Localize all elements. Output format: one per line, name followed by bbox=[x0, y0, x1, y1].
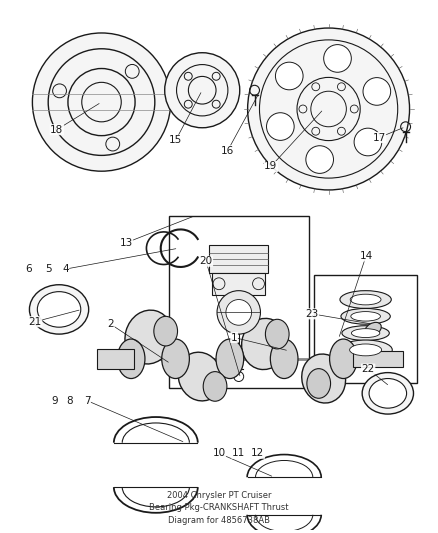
Text: 10: 10 bbox=[212, 448, 226, 458]
Ellipse shape bbox=[37, 292, 81, 327]
Ellipse shape bbox=[270, 339, 298, 378]
Bar bbox=[353, 351, 403, 367]
Text: 18: 18 bbox=[50, 125, 64, 135]
Bar bbox=[212, 273, 265, 295]
Text: 2: 2 bbox=[108, 319, 114, 329]
Text: 16: 16 bbox=[221, 146, 234, 156]
Ellipse shape bbox=[369, 378, 406, 408]
Text: 2004 Chrysler PT Cruiser
Bearing Pkg-CRANKSHAFT Thrust
Diagram for 4856738AB: 2004 Chrysler PT Cruiser Bearing Pkg-CRA… bbox=[149, 491, 289, 525]
Circle shape bbox=[354, 128, 382, 156]
Text: 8: 8 bbox=[67, 395, 73, 406]
Ellipse shape bbox=[351, 329, 380, 337]
Ellipse shape bbox=[362, 373, 413, 414]
Ellipse shape bbox=[302, 354, 346, 403]
Ellipse shape bbox=[329, 339, 357, 378]
Text: 20: 20 bbox=[199, 256, 212, 266]
Circle shape bbox=[32, 33, 171, 171]
Text: 12: 12 bbox=[251, 448, 265, 458]
Ellipse shape bbox=[117, 339, 145, 378]
Bar bbox=[209, 245, 268, 273]
Text: 13: 13 bbox=[120, 238, 133, 248]
Ellipse shape bbox=[178, 352, 223, 401]
Circle shape bbox=[226, 300, 251, 325]
Ellipse shape bbox=[29, 285, 88, 334]
Ellipse shape bbox=[242, 318, 287, 369]
Ellipse shape bbox=[340, 290, 391, 309]
Text: 1: 1 bbox=[231, 333, 237, 343]
Text: 17: 17 bbox=[372, 133, 385, 142]
Text: 23: 23 bbox=[305, 309, 318, 319]
Ellipse shape bbox=[154, 316, 177, 346]
Ellipse shape bbox=[339, 340, 392, 360]
Text: 6: 6 bbox=[25, 264, 32, 274]
Ellipse shape bbox=[162, 339, 189, 378]
Ellipse shape bbox=[351, 312, 381, 321]
FancyBboxPatch shape bbox=[314, 275, 417, 383]
Text: 7: 7 bbox=[84, 395, 90, 406]
Ellipse shape bbox=[203, 372, 227, 401]
Text: 19: 19 bbox=[264, 161, 278, 172]
Circle shape bbox=[267, 113, 294, 140]
Bar bbox=[96, 349, 134, 369]
Ellipse shape bbox=[350, 344, 381, 356]
Ellipse shape bbox=[341, 309, 390, 324]
Text: 21: 21 bbox=[28, 317, 42, 327]
Circle shape bbox=[306, 146, 333, 173]
Ellipse shape bbox=[265, 319, 289, 349]
Ellipse shape bbox=[216, 339, 244, 378]
Circle shape bbox=[363, 78, 391, 105]
Text: 15: 15 bbox=[169, 135, 182, 145]
Circle shape bbox=[217, 290, 261, 334]
Ellipse shape bbox=[342, 326, 389, 341]
Text: 4: 4 bbox=[62, 264, 69, 274]
Text: 11: 11 bbox=[232, 448, 245, 458]
Ellipse shape bbox=[350, 294, 381, 305]
Circle shape bbox=[324, 45, 351, 72]
Text: 5: 5 bbox=[45, 264, 52, 274]
Ellipse shape bbox=[307, 369, 331, 398]
Text: 9: 9 bbox=[51, 395, 58, 406]
Circle shape bbox=[276, 62, 303, 90]
FancyBboxPatch shape bbox=[169, 216, 309, 389]
Polygon shape bbox=[223, 295, 254, 310]
Ellipse shape bbox=[125, 310, 173, 364]
Circle shape bbox=[165, 53, 240, 128]
Ellipse shape bbox=[365, 322, 381, 336]
Text: 22: 22 bbox=[361, 364, 375, 374]
Circle shape bbox=[247, 28, 410, 190]
Text: 14: 14 bbox=[360, 251, 373, 261]
